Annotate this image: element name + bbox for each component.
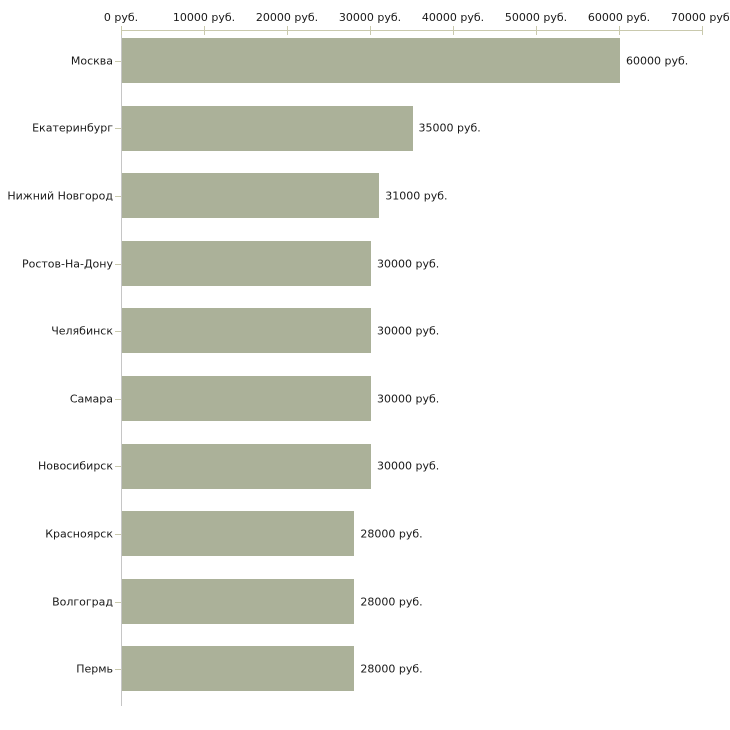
value-label: 60000 руб.: [626, 54, 689, 68]
bar-row: Екатеринбург 35000 руб.: [0, 95, 730, 163]
bar: [122, 105, 413, 151]
value-label: 30000 руб.: [377, 257, 440, 271]
y-axis-tick: [115, 60, 121, 62]
bar-row: Ростов-На-Дону 30000 руб.: [0, 230, 730, 298]
category-label: Нижний Новгород: [7, 189, 113, 203]
x-axis-tick: [536, 26, 537, 35]
value-label: 28000 руб.: [360, 662, 423, 676]
value-label: 28000 руб.: [360, 527, 423, 541]
bar-row: Москва 60000 руб.: [0, 27, 730, 95]
bar-row: Волгоград 28000 руб.: [0, 568, 730, 636]
y-axis-tick: [115, 533, 121, 535]
x-axis-tick-label: 50000 руб.: [504, 11, 568, 24]
x-axis-tick: [702, 26, 703, 35]
value-label: 28000 руб.: [360, 595, 423, 609]
x-axis-tick-label: 40000 руб.: [421, 11, 485, 24]
bar: [122, 511, 355, 557]
bar: [122, 443, 371, 489]
y-axis-line: [121, 30, 122, 706]
x-axis-tick: [453, 26, 454, 35]
bar-row: Самара 30000 руб.: [0, 365, 730, 433]
x-axis-tick: [370, 26, 371, 35]
bar-row: Пермь 28000 руб.: [0, 635, 730, 703]
value-label: 30000 руб.: [377, 459, 440, 473]
y-axis-tick: [115, 398, 121, 400]
x-axis-tick-label: 0 руб.: [103, 11, 139, 24]
x-axis-tick: [287, 26, 288, 35]
y-axis-tick: [115, 601, 121, 603]
y-axis-tick: [115, 669, 121, 671]
category-label: Самара: [69, 392, 113, 406]
bar: [122, 308, 371, 354]
bar-row: Новосибирск 30000 руб.: [0, 433, 730, 501]
x-axis-tick-label: 70000 руб.: [670, 11, 730, 24]
bar-row: Нижний Новгород 31000 руб.: [0, 162, 730, 230]
x-axis-tick-label: 20000 руб.: [255, 11, 319, 24]
category-label: Волгоград: [52, 595, 113, 609]
y-axis-tick: [115, 195, 121, 197]
category-label: Новосибирск: [37, 459, 113, 473]
category-label: Ростов-На-Дону: [21, 257, 113, 271]
x-axis-tick-label: 10000 руб.: [172, 11, 236, 24]
x-axis-line: [121, 30, 703, 31]
bar: [122, 578, 355, 624]
value-label: 31000 руб.: [385, 189, 448, 203]
x-axis-tick-label: 30000 руб.: [338, 11, 402, 24]
category-label: Красноярск: [45, 527, 113, 541]
x-axis-tick-label: 60000 руб.: [587, 11, 651, 24]
bar: [122, 646, 355, 692]
category-label: Челябинск: [51, 324, 113, 338]
category-label: Пермь: [76, 662, 113, 676]
y-axis-tick: [115, 263, 121, 265]
bar: [122, 38, 620, 83]
value-label: 35000 руб.: [418, 121, 481, 135]
bar: [122, 240, 371, 286]
x-axis-tick: [121, 26, 122, 35]
y-axis-tick: [115, 128, 121, 130]
value-label: 30000 руб.: [377, 392, 440, 406]
x-axis-tick: [619, 26, 620, 35]
bar: [122, 376, 371, 421]
category-label: Москва: [70, 54, 113, 68]
bar-row: Челябинск 30000 руб.: [0, 297, 730, 365]
y-axis-tick: [115, 331, 121, 333]
bar: [122, 173, 380, 219]
y-axis-tick: [115, 466, 121, 468]
value-label: 30000 руб.: [377, 324, 440, 338]
category-label: Екатеринбург: [32, 121, 113, 135]
bar-row: Красноярск 28000 руб.: [0, 500, 730, 568]
x-axis-tick: [204, 26, 205, 35]
